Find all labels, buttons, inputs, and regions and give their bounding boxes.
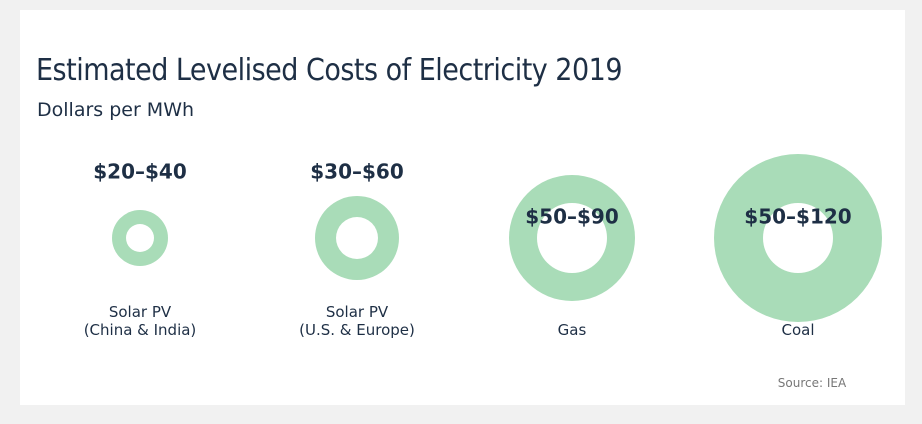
category-label: Solar PV (U.S. & Europe) (299, 303, 415, 339)
chart-subtitle: Dollars per MWh (37, 99, 194, 121)
category-label: Coal (781, 321, 815, 339)
range-inner (537, 203, 607, 273)
range-inner (336, 217, 378, 259)
category-label: Solar PV (China & India) (83, 303, 197, 339)
value-label: $50–$120 (744, 205, 851, 229)
range-inner (763, 203, 833, 273)
range-inner (126, 224, 154, 252)
value-label: $20–$40 (93, 160, 187, 184)
category-label: Gas (557, 321, 587, 339)
chart-title: Estimated Levelised Costs of Electricity… (36, 53, 622, 88)
source-note: Source: IEA (778, 376, 847, 390)
value-label: $30–$60 (310, 160, 404, 184)
value-label: $50–$90 (525, 205, 619, 229)
